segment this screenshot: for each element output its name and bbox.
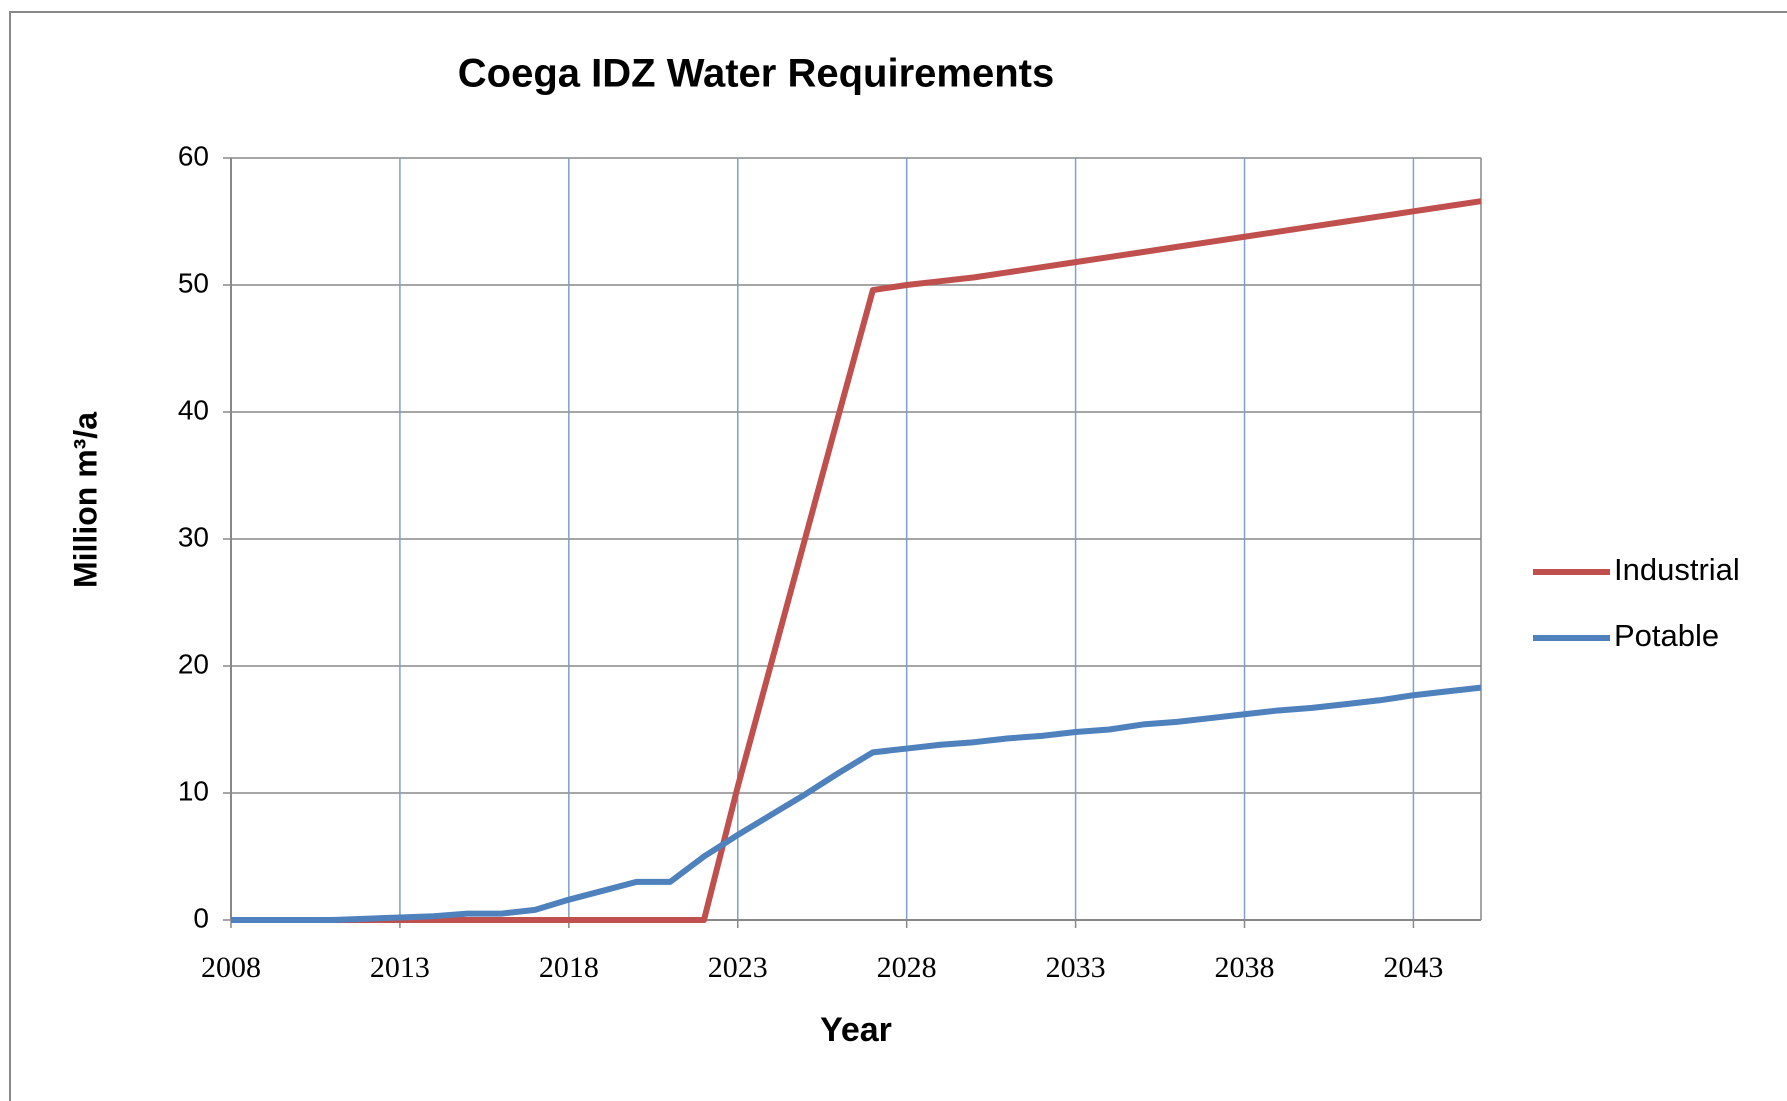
y-tick-label: 60 <box>178 140 209 171</box>
chart-frame <box>9 11 1787 1101</box>
x-tick-label: 2038 <box>1215 951 1275 984</box>
data-line <box>231 684 1482 923</box>
y-tick-label: 50 <box>178 267 209 298</box>
y-tick-label: 40 <box>178 394 209 425</box>
x-tick-label: 2023 <box>708 951 768 984</box>
data-line <box>231 198 1482 923</box>
x-tick-label: 2033 <box>1046 951 1106 984</box>
x-axis-label: Year <box>820 1011 892 1049</box>
x-tick-label: 2013 <box>370 951 430 984</box>
y-axis-label: Million m³/a <box>67 412 103 588</box>
x-tick-label: 2028 <box>877 951 937 984</box>
x-tick-label: 2008 <box>201 951 261 984</box>
x-tick-label: 2018 <box>539 951 599 984</box>
y-tick-label: 30 <box>178 521 209 552</box>
y-tick-label: 10 <box>178 775 209 806</box>
legend-label: Industrial <box>1614 552 1740 587</box>
y-tick-label: 0 <box>193 902 209 933</box>
x-tick-label: 2043 <box>1383 951 1443 984</box>
chart-title: Coega IDZ Water Requirements <box>458 52 1054 96</box>
y-tick-label: 20 <box>178 648 209 679</box>
legend-label: Potable <box>1614 618 1719 653</box>
